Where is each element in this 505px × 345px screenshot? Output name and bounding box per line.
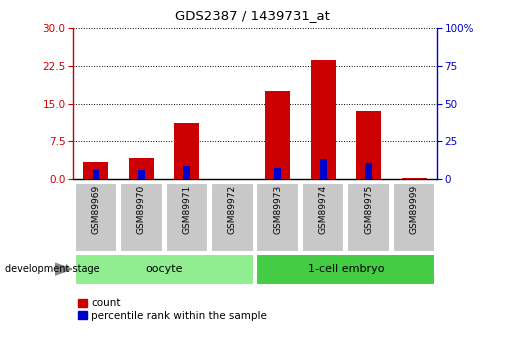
Bar (347, 183, 390, 252)
Text: GSM89972: GSM89972 (228, 185, 237, 234)
Bar (211, 183, 254, 252)
Text: GSM89975: GSM89975 (364, 185, 373, 234)
Text: GSM89974: GSM89974 (319, 185, 328, 234)
Text: GSM89971: GSM89971 (182, 185, 191, 234)
Bar (356, 111, 381, 179)
Text: oocyte: oocyte (145, 264, 183, 274)
Bar (320, 159, 327, 179)
Bar (401, 178, 427, 179)
Text: GSM89970: GSM89970 (137, 185, 146, 234)
Bar (75, 254, 254, 285)
Text: development stage: development stage (5, 264, 99, 274)
Bar (129, 158, 154, 179)
Bar (257, 254, 435, 285)
Text: GSM89973: GSM89973 (273, 185, 282, 234)
Bar (138, 170, 145, 179)
Legend: count, percentile rank within the sample: count, percentile rank within the sample (78, 298, 267, 321)
Bar (75, 183, 117, 252)
Text: GSM89999: GSM89999 (410, 185, 419, 234)
Text: GSM89969: GSM89969 (91, 185, 100, 234)
Bar (311, 60, 336, 179)
Bar (83, 162, 109, 179)
Polygon shape (55, 263, 72, 275)
Text: GDS2387 / 1439731_at: GDS2387 / 1439731_at (175, 9, 330, 22)
Bar (174, 123, 199, 179)
Bar (365, 164, 372, 179)
Bar (274, 168, 281, 179)
Bar (302, 183, 344, 252)
Bar (92, 169, 99, 179)
Text: 1-cell embryo: 1-cell embryo (308, 264, 384, 274)
Bar (166, 183, 208, 252)
Bar (120, 183, 163, 252)
Bar (265, 91, 290, 179)
Bar (183, 166, 190, 179)
Bar (393, 183, 435, 252)
Bar (257, 183, 299, 252)
